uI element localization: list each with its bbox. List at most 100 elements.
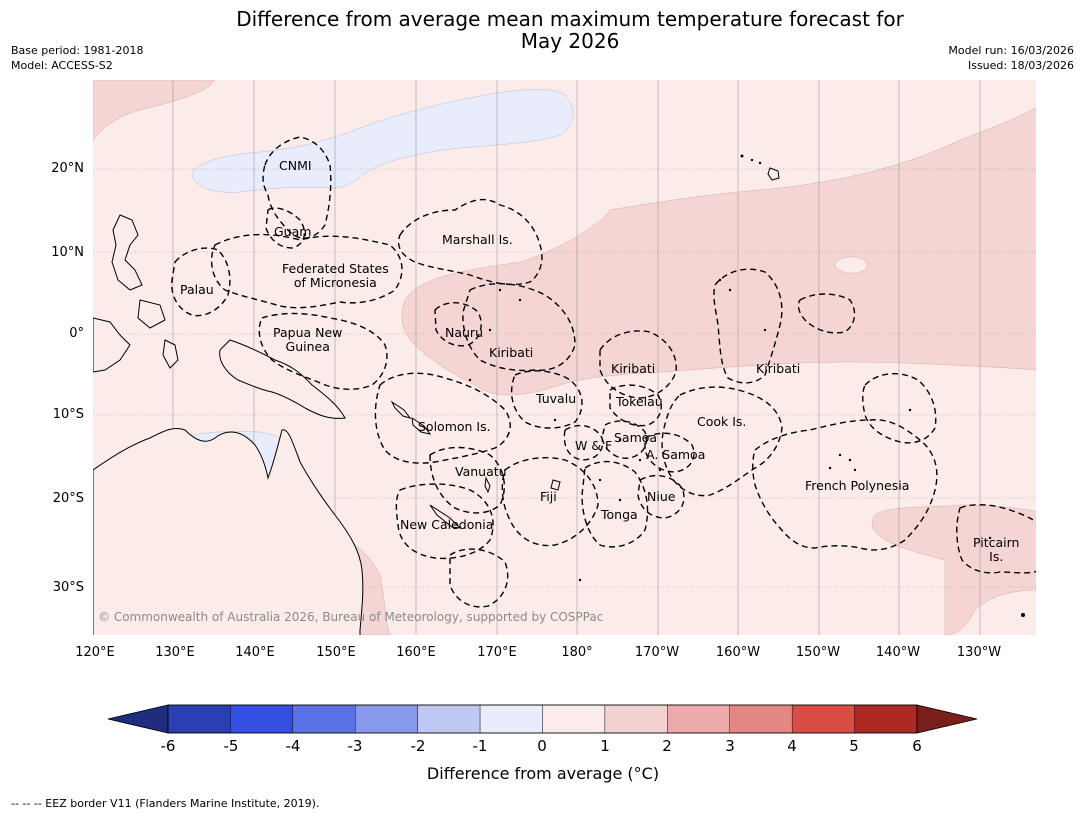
colorbar-tick: -4 [285,737,301,755]
australia-coast [93,427,364,635]
place-label-kiribati-central: Kiribati [611,361,656,376]
colorbar-segment [791,704,855,734]
eez-tokelau [609,384,662,427]
lon-label-120e: 120°E [75,645,115,660]
eez-kiribati-west [462,282,576,372]
place-label-guam: Guam [274,224,312,239]
map-title-line2: May 2026 [520,29,620,53]
model-run: Model run: 16/03/2026 [948,44,1074,57]
colorbar-tick: -6 [160,737,176,755]
place-label-tokelau: Tokelau [616,394,663,409]
lat-label-20n: 20°N [51,161,84,176]
colorbar-tick: 5 [849,737,859,755]
colorbar-segments [167,704,918,734]
lat-label-0: 0° [69,326,84,341]
eez-palau [171,247,231,317]
lon-label-180: 180° [561,645,593,660]
eez-french-polynesia-north [862,373,937,444]
eez-tonga [581,461,649,548]
eez-cook [661,386,783,497]
anomaly-field-1-2-northwest [93,80,216,141]
new-guinea-coast [219,339,346,419]
colorbar-segment [854,704,918,734]
colorbar-segment [479,704,543,734]
lat-label-10s: 10°S [52,407,84,422]
colorbar-tick: -3 [347,737,363,755]
colorbar-segment [604,704,668,734]
eez-marshall [397,198,543,286]
lon-label-140w: 140°W [875,645,921,660]
issued-date: Issued: 18/03/2026 [967,59,1074,72]
place-label-marshall: Marshall Is. [442,232,513,247]
place-label-solomon: Solomon Is. [418,419,491,434]
place-label-fiji: Fiji [540,489,557,504]
lon-label-130w: 130°W [956,645,1002,660]
place-label-vanuatu: Vanuatu [455,464,507,479]
eez-png [258,312,388,390]
eez-new-caledonia-south [449,548,509,608]
lon-label-140e: 140°E [235,645,275,660]
place-label-niue: Niue [647,489,676,504]
colorbar-tick: 6 [912,737,922,755]
eez-borders [171,136,1036,608]
base-period: Base period: 1981-2018 [11,44,144,57]
colorbar-tick: 3 [725,737,735,755]
colorbar-tick: 2 [662,737,672,755]
borneo-sulawesi-coast [93,317,131,373]
colorbar-tick: -5 [223,737,239,755]
eez-solomon [374,372,511,464]
anomaly-field-neg-north [191,89,574,193]
eez-tuvalu [510,370,583,429]
lat-label-30s: 30°S [52,580,84,595]
colorbar-tick: -1 [472,737,488,755]
eez-fiji [501,457,599,547]
eez-nauru [434,302,482,347]
colorbar-frame [167,704,918,734]
eez-pitcairn [956,503,1036,574]
copyright-notice: © Commonwealth of Australia 2026, Bureau… [98,610,604,624]
place-label-nauru: Nauru [445,325,483,340]
colorbar-segment [167,704,231,734]
hawaii-coast [767,167,780,181]
colorbar-segment [417,704,481,734]
place-label-palau: Palau [180,282,214,297]
place-label-cook: Cook Is. [697,414,747,429]
place-label-kiribati-west: Kiribati [489,345,534,360]
eez-american-samoa [644,432,695,473]
place-label-png-line2: Guinea [285,339,330,354]
eez-footnote: -- -- -- EEZ border V11 (Flanders Marine… [11,797,320,810]
colorbar-segment [230,704,294,734]
map-title-line1: Difference from average mean maximum tem… [236,7,904,31]
meta-left: Base period: 1981-2018 Model: ACCESS-S2 [11,43,143,73]
lon-label-160e: 160°E [396,645,436,660]
coastlines [93,167,780,635]
solomon-islands-coast-2 [411,416,432,435]
colorbar-tick: 1 [600,737,610,755]
place-label-fsm-line1: Federated States [282,261,389,276]
lon-label-160w: 160°W [715,645,761,660]
colorbar-segment [729,704,793,734]
place-label-pitcairn-line1: Pitcairn [973,535,1020,550]
colorbar-tick: -2 [410,737,426,755]
eez-french-polynesia [752,419,938,551]
eez-fsm [210,233,403,309]
place-label-png-line1: Papua New [273,325,343,340]
colorbar-segment [355,704,418,734]
colorbar-tick: 4 [787,737,797,755]
map-title: Difference from average mean maximum tem… [170,8,970,52]
lat-label-10n: 10°N [51,245,84,260]
place-label-pitcairn-line2: Is. [989,549,1004,564]
colorbar-segment [292,704,356,734]
map-area [93,80,1036,635]
place-label-american-samoa: A. Samoa [646,447,706,462]
place-label-tonga: Tonga [601,507,638,522]
eez-kiribati-central [599,330,677,399]
halmahera-coast [162,339,179,369]
lon-label-170e: 170°E [477,645,517,660]
eez-niue [637,474,685,519]
colorbar-tick: 0 [537,737,547,755]
colorbar [107,704,978,734]
place-label-samoa: Samoa [614,430,658,445]
place-label-fsm: Federated States of Micronesia [282,262,389,290]
